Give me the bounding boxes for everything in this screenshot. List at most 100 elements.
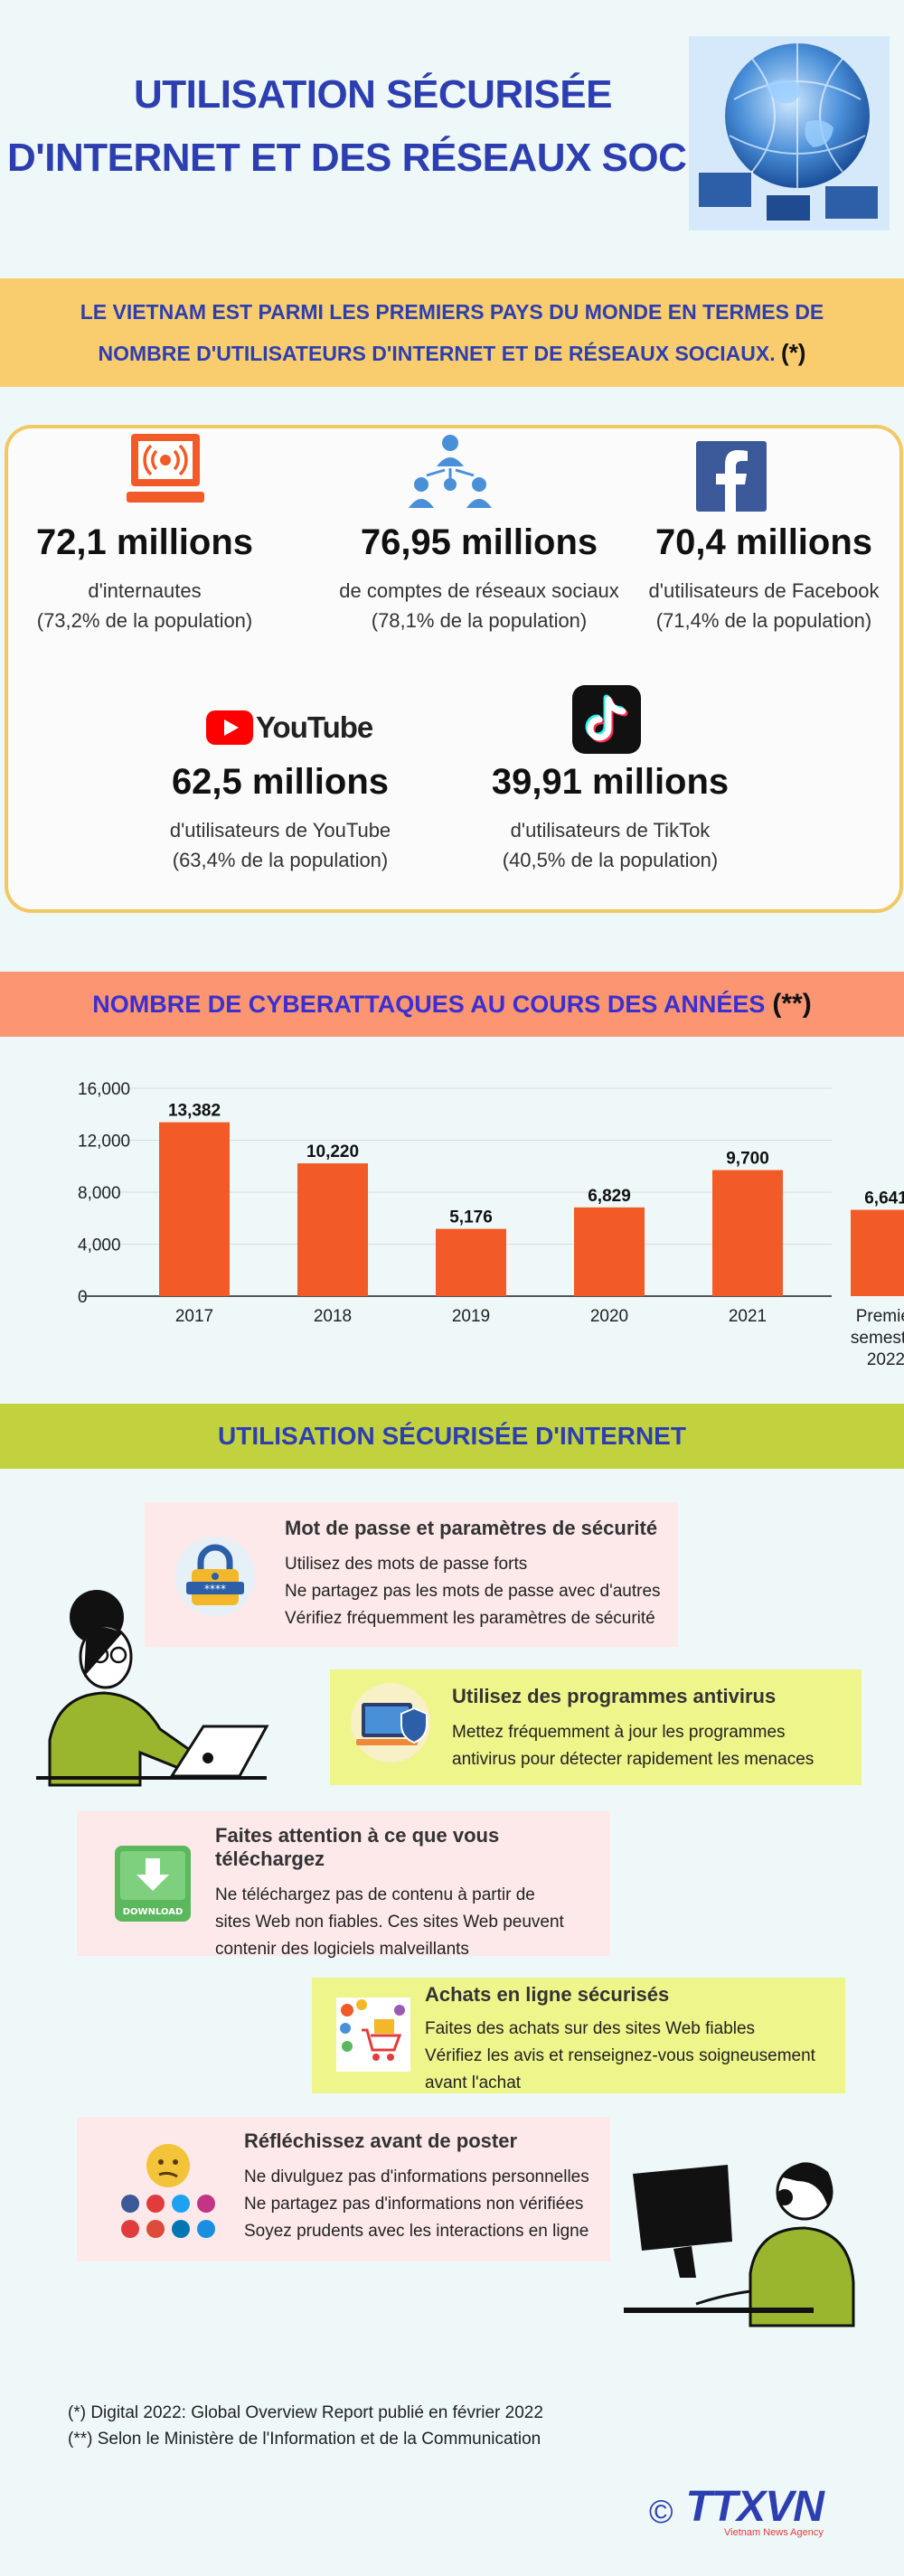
safe-use-band: UTILISATION SÉCURISÉE D'INTERNET — [0, 1404, 904, 1469]
ttxvn-logo: © TTXVN Vietnam News Agency — [649, 2484, 824, 2540]
tiktok-icon — [572, 685, 641, 754]
tip-line: Utilisez des mots de passe forts — [285, 1555, 528, 1574]
footnote: (*) Digital 2022: Global Overview Report… — [68, 2403, 543, 2422]
stat-tiktok-users: 39,91 millions d'utilisateurs de TikTok … — [479, 762, 741, 875]
stat-value: 70,4 millions — [654, 522, 873, 562]
youtube-wordmark: YouTube — [256, 710, 373, 744]
youtube-icon — [206, 710, 253, 745]
svg-text:****: **** — [204, 1583, 226, 1595]
logo-mark: TTXVN Vietnam News Agency — [685, 2483, 824, 2539]
tip-title: Mot de passe et paramètres de sécurité — [285, 1517, 658, 1539]
cyberattacks-bar-chart: 0 4,000 8,000 12,000 16,000 13,382 2017 10,220 2… — [78, 1080, 904, 1369]
tip-line: Ne divulguez pas d'informations personne… — [244, 2167, 589, 2186]
tip-text-antivirus: Utilisez des programmes antivirus Mettez… — [452, 1685, 859, 1773]
data-label: 5,176 — [449, 1208, 493, 1227]
stat-label: d'utilisateurs de Facebook — [648, 579, 880, 602]
footnotes: (*) Digital 2022: Global Overview Report… — [68, 2400, 543, 2452]
tip-title: Achats en ligne sécurisés — [425, 1983, 670, 2006]
woman-laptop-illustration — [36, 1590, 269, 1787]
shopping-icon — [336, 1998, 410, 2072]
stat-share: (71,4% de la population) — [655, 609, 872, 632]
thinking-social-icon — [121, 2144, 215, 2238]
data-label: 6,641 — [864, 1189, 904, 1208]
data-label: 10,220 — [306, 1142, 359, 1161]
download-icon-label: DOWNLOAD — [123, 1907, 184, 1917]
y-tick-label: 4,000 — [78, 1236, 121, 1255]
tip-line: Vérifiez les avis et renseignez-vous soi… — [425, 2046, 815, 2065]
logo-name: TTXVN — [685, 2483, 824, 2531]
x-tick-label: 2021 — [729, 1307, 767, 1326]
youtube-logo: YouTube — [206, 710, 373, 746]
tip-line: Faites des achats sur des sites Web fiab… — [425, 2019, 756, 2038]
x-tick-label: 2020 — [590, 1307, 628, 1326]
footnote: (**) Selon le Ministère de l'Information… — [68, 2430, 541, 2449]
bar — [851, 1209, 904, 1296]
intro-text-line-2: NOMBRE D'UTILISATEURS D'INTERNET ET DE R… — [98, 341, 776, 365]
x-tick-label: semestre — [851, 1329, 904, 1348]
logo-sub: Vietnam News Agency — [724, 2527, 824, 2538]
stat-value: 76,95 millions — [360, 522, 598, 562]
cyberattacks-title: NOMBRE DE CYBERATTAQUES AU COURS DES ANN… — [92, 990, 766, 1018]
stat-label: d'utilisateurs de YouTube — [169, 819, 391, 841]
tip-title: Faites attention à ce que vous télécharg… — [215, 1824, 500, 1870]
stat-value: 72,1 millions — [35, 522, 254, 562]
intro-text-line-1: LE VIETNAM EST PARMI LES PREMIERS PAYS D… — [80, 299, 824, 324]
network-icon — [409, 435, 492, 508]
tip-line: antivirus pour détecter rapidement les m… — [452, 1750, 815, 1769]
tip-line: Ne partagez pas les mots de passe avec d… — [285, 1582, 661, 1601]
stat-label: de comptes de réseaux sociaux — [339, 579, 619, 602]
x-tick-label: Premier — [856, 1307, 904, 1326]
woman-desk-illustration — [624, 2162, 855, 2327]
data-label: 13,382 — [168, 1102, 221, 1121]
data-label: 9,700 — [726, 1150, 769, 1169]
facebook-icon — [696, 441, 767, 512]
stat-youtube-users: 62,5 millions d'utilisateurs de YouTube … — [145, 762, 416, 875]
data-label: 6,829 — [588, 1187, 631, 1206]
tip-line: sites Web non fiables. Ces sites Web peu… — [215, 1913, 564, 1932]
tip-line: contenir des logiciels malveillants — [215, 1940, 469, 1959]
stat-share: (73,2% de la population) — [36, 609, 253, 632]
antivirus-icon — [351, 1683, 430, 1763]
stat-label: d'utilisateurs de TikTok — [510, 819, 711, 841]
tip-card-posting — [77, 2117, 610, 2261]
tip-text-shopping: Achats en ligne sécurisés Faites des ach… — [425, 1983, 850, 2097]
computer-icon — [127, 434, 204, 503]
stat-internet-users: 72,1 millions d'internautes (73,2% de la… — [18, 522, 271, 635]
stat-share: (63,4% de la population) — [172, 849, 389, 871]
intro-band: LE VIETNAM EST PARMI LES PREMIERS PAYS D… — [0, 278, 904, 387]
tip-line: Ne partagez pas d'informations non vérif… — [244, 2195, 584, 2214]
bar — [436, 1228, 506, 1296]
stat-share: (40,5% de la population) — [502, 849, 719, 871]
copyright-symbol: © — [649, 2493, 673, 2530]
tip-title: Utilisez des programmes antivirus — [452, 1685, 777, 1707]
stat-value: 39,91 millions — [491, 762, 730, 802]
padlock-icon: **** — [175, 1537, 255, 1616]
tip-line: Ne téléchargez pas de contenu à partir d… — [215, 1885, 535, 1904]
stat-share: (78,1% de la population) — [371, 609, 588, 632]
cyberattacks-band: NOMBRE DE CYBERATTAQUES AU COURS DES ANN… — [0, 972, 904, 1037]
x-tick-label: 2017 — [175, 1307, 213, 1326]
stat-label: d'internautes — [88, 579, 202, 602]
tip-text-posting: Réfléchissez avant de poster Ne divulgue… — [244, 2129, 624, 2245]
intro-note: (*) — [781, 338, 806, 366]
bar — [159, 1122, 230, 1296]
page-title-line-2: D'INTERNET ET DES RÉSEAUX SOCIAUX — [7, 136, 780, 180]
tip-line: Vérifiez fréquemment les paramètres de s… — [285, 1609, 655, 1628]
bar — [574, 1207, 645, 1296]
stat-social-accounts: 76,95 millions de comptes de réseaux soc… — [312, 522, 646, 635]
page-title-line-1: UTILISATION SÉCURISÉE — [134, 72, 612, 117]
bar — [712, 1170, 783, 1296]
intro-text-line-2-wrap: NOMBRE D'UTILISATEURS D'INTERNET ET DE R… — [99, 333, 806, 374]
stat-facebook-users: 70,4 millions d'utilisateurs de Facebook… — [633, 522, 895, 635]
bar — [297, 1163, 368, 1296]
globe-network-icon — [689, 36, 890, 230]
stat-value: 62,5 millions — [171, 762, 390, 802]
y-tick-label: 16,000 — [78, 1080, 130, 1099]
y-tick-label: 8,000 — [78, 1184, 121, 1203]
tip-text-download: Faites attention à ce que vous télécharg… — [215, 1824, 613, 1963]
tip-line: avant l'achat — [425, 2073, 522, 2092]
y-tick-label: 12,000 — [78, 1133, 130, 1152]
x-tick-label: 2022 — [867, 1350, 904, 1369]
cyberattacks-note: (**) — [772, 989, 812, 1019]
y-tick-label: 0 — [78, 1288, 88, 1307]
